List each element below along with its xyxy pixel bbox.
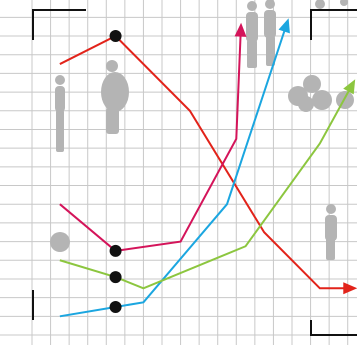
arrow-head (343, 79, 356, 95)
bracket (310, 9, 357, 40)
series-line (59, 26, 242, 252)
silhouette (325, 204, 337, 260)
point-marker (109, 271, 122, 284)
lines (59, 18, 357, 318)
arrow-head (234, 22, 247, 37)
series-line (59, 34, 354, 290)
silhouette (288, 75, 354, 112)
arrow-head (343, 282, 357, 295)
bracket (310, 320, 357, 336)
bracket (32, 9, 86, 40)
point-marker (109, 244, 122, 257)
silhouette (50, 232, 70, 252)
silhouettes (50, 0, 354, 260)
silhouette (55, 75, 65, 152)
series-line (59, 82, 355, 290)
arrow-head (278, 18, 290, 34)
silhouette (246, 0, 348, 68)
point-marker (109, 30, 122, 43)
corner-brackets (32, 9, 357, 336)
point-marker (109, 300, 122, 313)
silhouette (101, 60, 129, 134)
series-line (59, 21, 289, 318)
